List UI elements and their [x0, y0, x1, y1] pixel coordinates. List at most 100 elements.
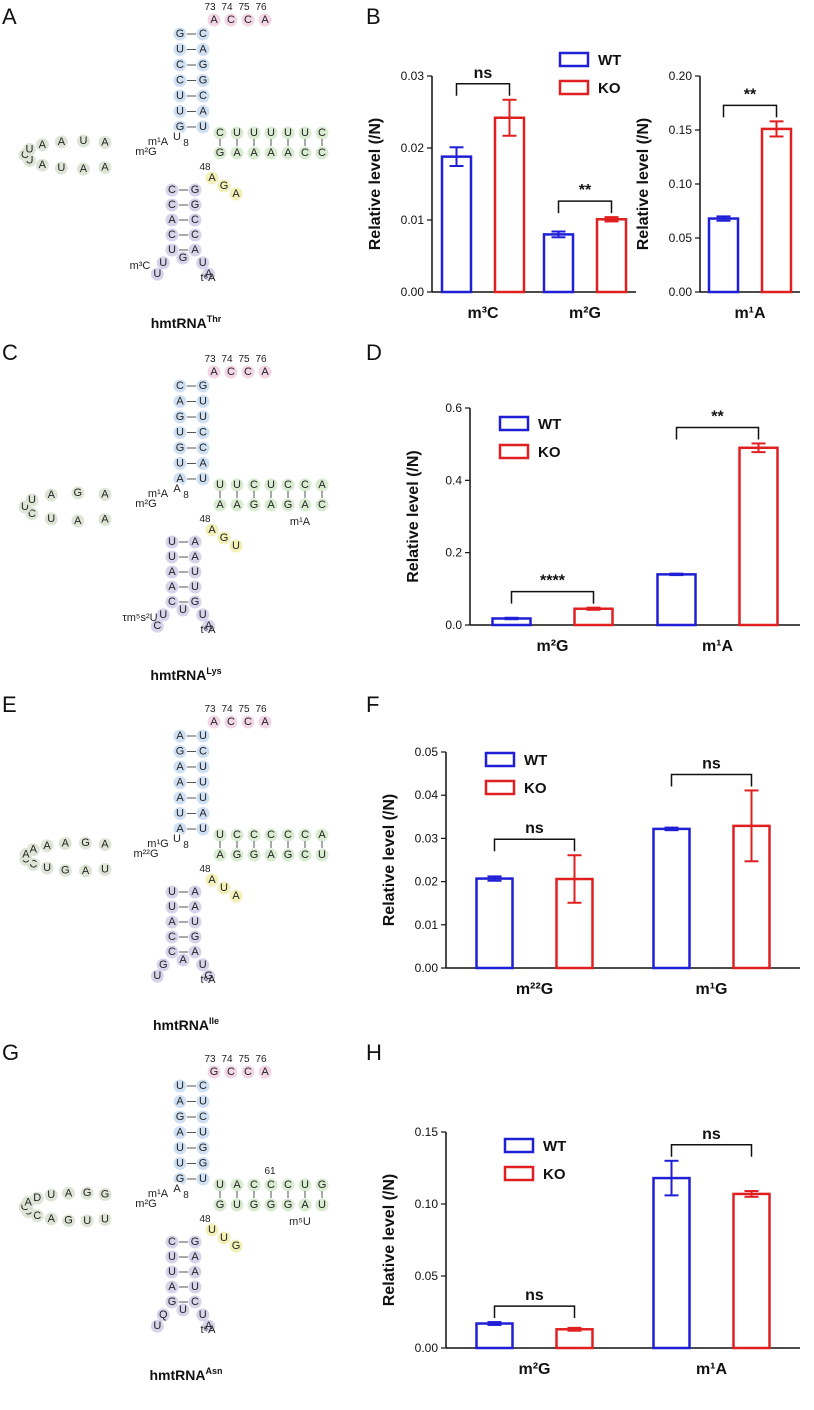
- nucleotide-8-bg: [170, 832, 184, 846]
- position-number: 76: [255, 704, 267, 715]
- acceptor-nucleotide: C: [227, 14, 235, 26]
- variable-loop-nucleotide-bg: [229, 1239, 243, 1253]
- significance-label: ns: [525, 820, 544, 837]
- t-stem-nucleotide: C: [216, 127, 224, 139]
- t-stem-nucleotide-bg: [230, 828, 244, 842]
- bar-ko: [573, 607, 614, 627]
- d-loop-nucleotide: A: [65, 1187, 73, 1199]
- acceptor-nucleotide: A: [261, 716, 269, 728]
- acceptor-stem-nucleotide: A: [199, 808, 207, 820]
- t-stem-nucleotide: C: [267, 829, 275, 841]
- significance-label: ns: [474, 65, 493, 82]
- anticodon-stem-nucleotide: U: [168, 244, 176, 256]
- d-loop-nucleotide: A: [101, 137, 109, 149]
- acceptor-stem-nucleotide-bg: [196, 745, 210, 758]
- t-stem-nucleotide: A: [318, 829, 326, 841]
- acceptor-stem-nucleotide-bg: [173, 807, 187, 820]
- panel-label-a: A: [2, 4, 17, 29]
- bar-ko: [738, 446, 779, 627]
- panel-label-c: C: [2, 340, 18, 365]
- anticodon-stem-nucleotide: A: [168, 581, 176, 593]
- t-stem-nucleotide: A: [267, 849, 275, 861]
- t-stem-nucleotide: U: [216, 1179, 224, 1191]
- t-stem-nucleotide: A: [216, 499, 224, 511]
- y-tick-label: 0.01: [401, 213, 425, 227]
- acceptor-nucleotide-bg: [207, 13, 221, 27]
- anticodon-stem-nucleotide-bg: [165, 595, 179, 609]
- acceptor-stem-nucleotide-bg: [173, 395, 187, 408]
- nucleotide-8: A: [173, 1183, 181, 1195]
- acceptor-nucleotide: A: [210, 14, 218, 26]
- y-axis-label: Relative level (/N): [381, 1174, 398, 1307]
- acceptor-stem-nucleotide-bg: [173, 1141, 187, 1155]
- position-number: 75: [238, 354, 250, 365]
- d-loop-nucleotide-bg: [35, 158, 49, 172]
- anticodon-stem-nucleotide-bg: [165, 1250, 179, 1264]
- nucleotide-8-bg: [170, 1182, 184, 1196]
- acceptor-stem-nucleotide: A: [176, 761, 184, 773]
- anticodon-loop-nucleotide: U: [153, 268, 161, 280]
- legend-swatch-wt: [484, 751, 516, 768]
- acceptor-stem-nucleotide-bg: [196, 58, 210, 72]
- variable-loop-nucleotide: U: [208, 1224, 216, 1236]
- t-stem-nucleotide-bg: [315, 1178, 329, 1192]
- d-loop-nucleotide: A: [101, 489, 109, 501]
- significance-label: ****: [540, 573, 566, 590]
- t-stem-nucleotide: U: [233, 127, 241, 139]
- nucleotide-8: U: [173, 833, 181, 845]
- y-tick-label: 0.00: [415, 961, 439, 975]
- anticodon-loop-nucleotide-bg: [150, 619, 164, 633]
- bar-chart-b-right: 0.00 0.05 0.10 0.15 0.20 Relative level (/N) m…: [635, 69, 800, 322]
- anticodon-stem-nucleotide-bg: [188, 1250, 202, 1264]
- anticodon-stem-nucleotide: A: [168, 1281, 176, 1293]
- t-stem-nucleotide: C: [318, 127, 326, 139]
- acceptor-stem-nucleotide: U: [176, 458, 184, 470]
- acceptor-stem-nucleotide-bg: [173, 1095, 187, 1108]
- acceptor-stem-nucleotide: U: [199, 396, 207, 408]
- t-stem-nucleotide: U: [216, 829, 224, 841]
- anticodon-stem-nucleotide: A: [191, 1266, 199, 1278]
- variable-loop-nucleotide-bg: [217, 1231, 231, 1245]
- legend-label: KO: [524, 780, 547, 797]
- acceptor-nucleotide: C: [244, 14, 252, 26]
- panel-label-d: D: [366, 340, 382, 365]
- t-stem-nucleotide-bg: [230, 1178, 244, 1192]
- anticodon-loop-nucleotide: U: [159, 257, 167, 269]
- acceptor-stem-nucleotide: A: [199, 44, 207, 56]
- anticodon-stem-nucleotide-bg: [188, 1295, 202, 1309]
- anticodon-stem-nucleotide: G: [191, 1236, 200, 1248]
- acceptor-stem-nucleotide-bg: [196, 472, 210, 486]
- anticodon-stem-nucleotide-bg: [165, 1235, 179, 1249]
- anticodon-stem-nucleotide-bg: [165, 945, 179, 959]
- acceptor-nucleotide-bg: [241, 13, 255, 27]
- legend-label: KO: [538, 444, 561, 461]
- panel-label-g: G: [2, 1040, 19, 1065]
- anticodon-loop-nucleotide-bg: [196, 256, 210, 270]
- acceptor-nucleotide-bg: [258, 365, 272, 379]
- acceptor-stem-nucleotide: C: [176, 75, 184, 87]
- anticodon-stem-nucleotide-bg: [165, 243, 179, 257]
- anticodon-loop-nucleotide: A: [205, 268, 213, 280]
- t-stem-nucleotide: A: [233, 1179, 241, 1191]
- legend-swatch-ko: [558, 79, 590, 96]
- variable-loop-nucleotide: G: [220, 180, 229, 192]
- d-loop-nucleotide-bg: [35, 138, 49, 152]
- acceptor-stem-nucleotide: G: [176, 411, 185, 423]
- d-loop-nucleotide-bg: [98, 838, 112, 852]
- anticodon-stem-nucleotide-bg: [165, 885, 179, 899]
- t-stem-nucleotide: A: [233, 147, 241, 159]
- modification-label-t: m⁵U: [289, 1216, 311, 1228]
- acceptor-nucleotide: A: [210, 366, 218, 378]
- significance-bracket: [557, 200, 613, 214]
- anticodon-stem-nucleotide-bg: [165, 1265, 179, 1279]
- position-number: 8: [183, 840, 189, 851]
- t-stem-nucleotide: A: [250, 147, 258, 159]
- trna-name: hmtRNALys: [150, 666, 221, 683]
- modification-label-b: m²G: [135, 498, 156, 510]
- acceptor-stem-nucleotide-bg: [173, 472, 187, 486]
- acceptor-stem-nucleotide: U: [176, 1080, 184, 1092]
- anticodon-stem-nucleotide: G: [191, 184, 200, 196]
- t-stem-nucleotide: U: [284, 127, 292, 139]
- anticodon-loop-nucleotide-bg: [150, 969, 164, 983]
- acceptor-stem-nucleotide: U: [199, 730, 207, 742]
